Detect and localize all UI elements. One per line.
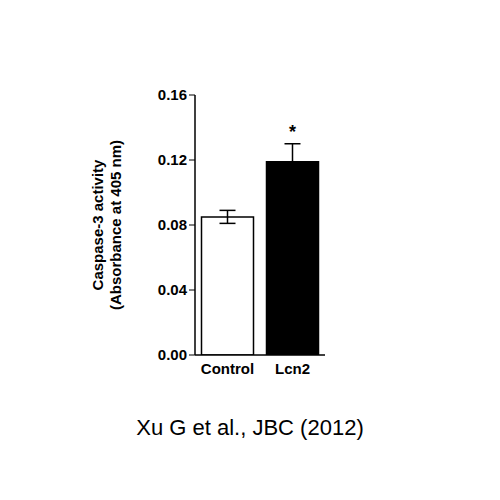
svg-text:Lcn2: Lcn2 [275,360,310,377]
svg-text:0.12: 0.12 [158,151,187,168]
svg-text:0.16: 0.16 [158,86,187,103]
svg-text:Control: Control [201,360,254,377]
svg-text:0.00: 0.00 [158,346,187,363]
svg-text:0.08: 0.08 [158,216,187,233]
svg-text:*: * [289,122,296,142]
svg-text:Caspase-3 activity(Absorbance: Caspase-3 activity(Absorbance at 405 nm) [89,140,124,310]
svg-text:0.04: 0.04 [158,281,188,298]
html-text:Xu G et al., JBC (2012): Xu G et al., JBC (2012) [136,415,364,440]
